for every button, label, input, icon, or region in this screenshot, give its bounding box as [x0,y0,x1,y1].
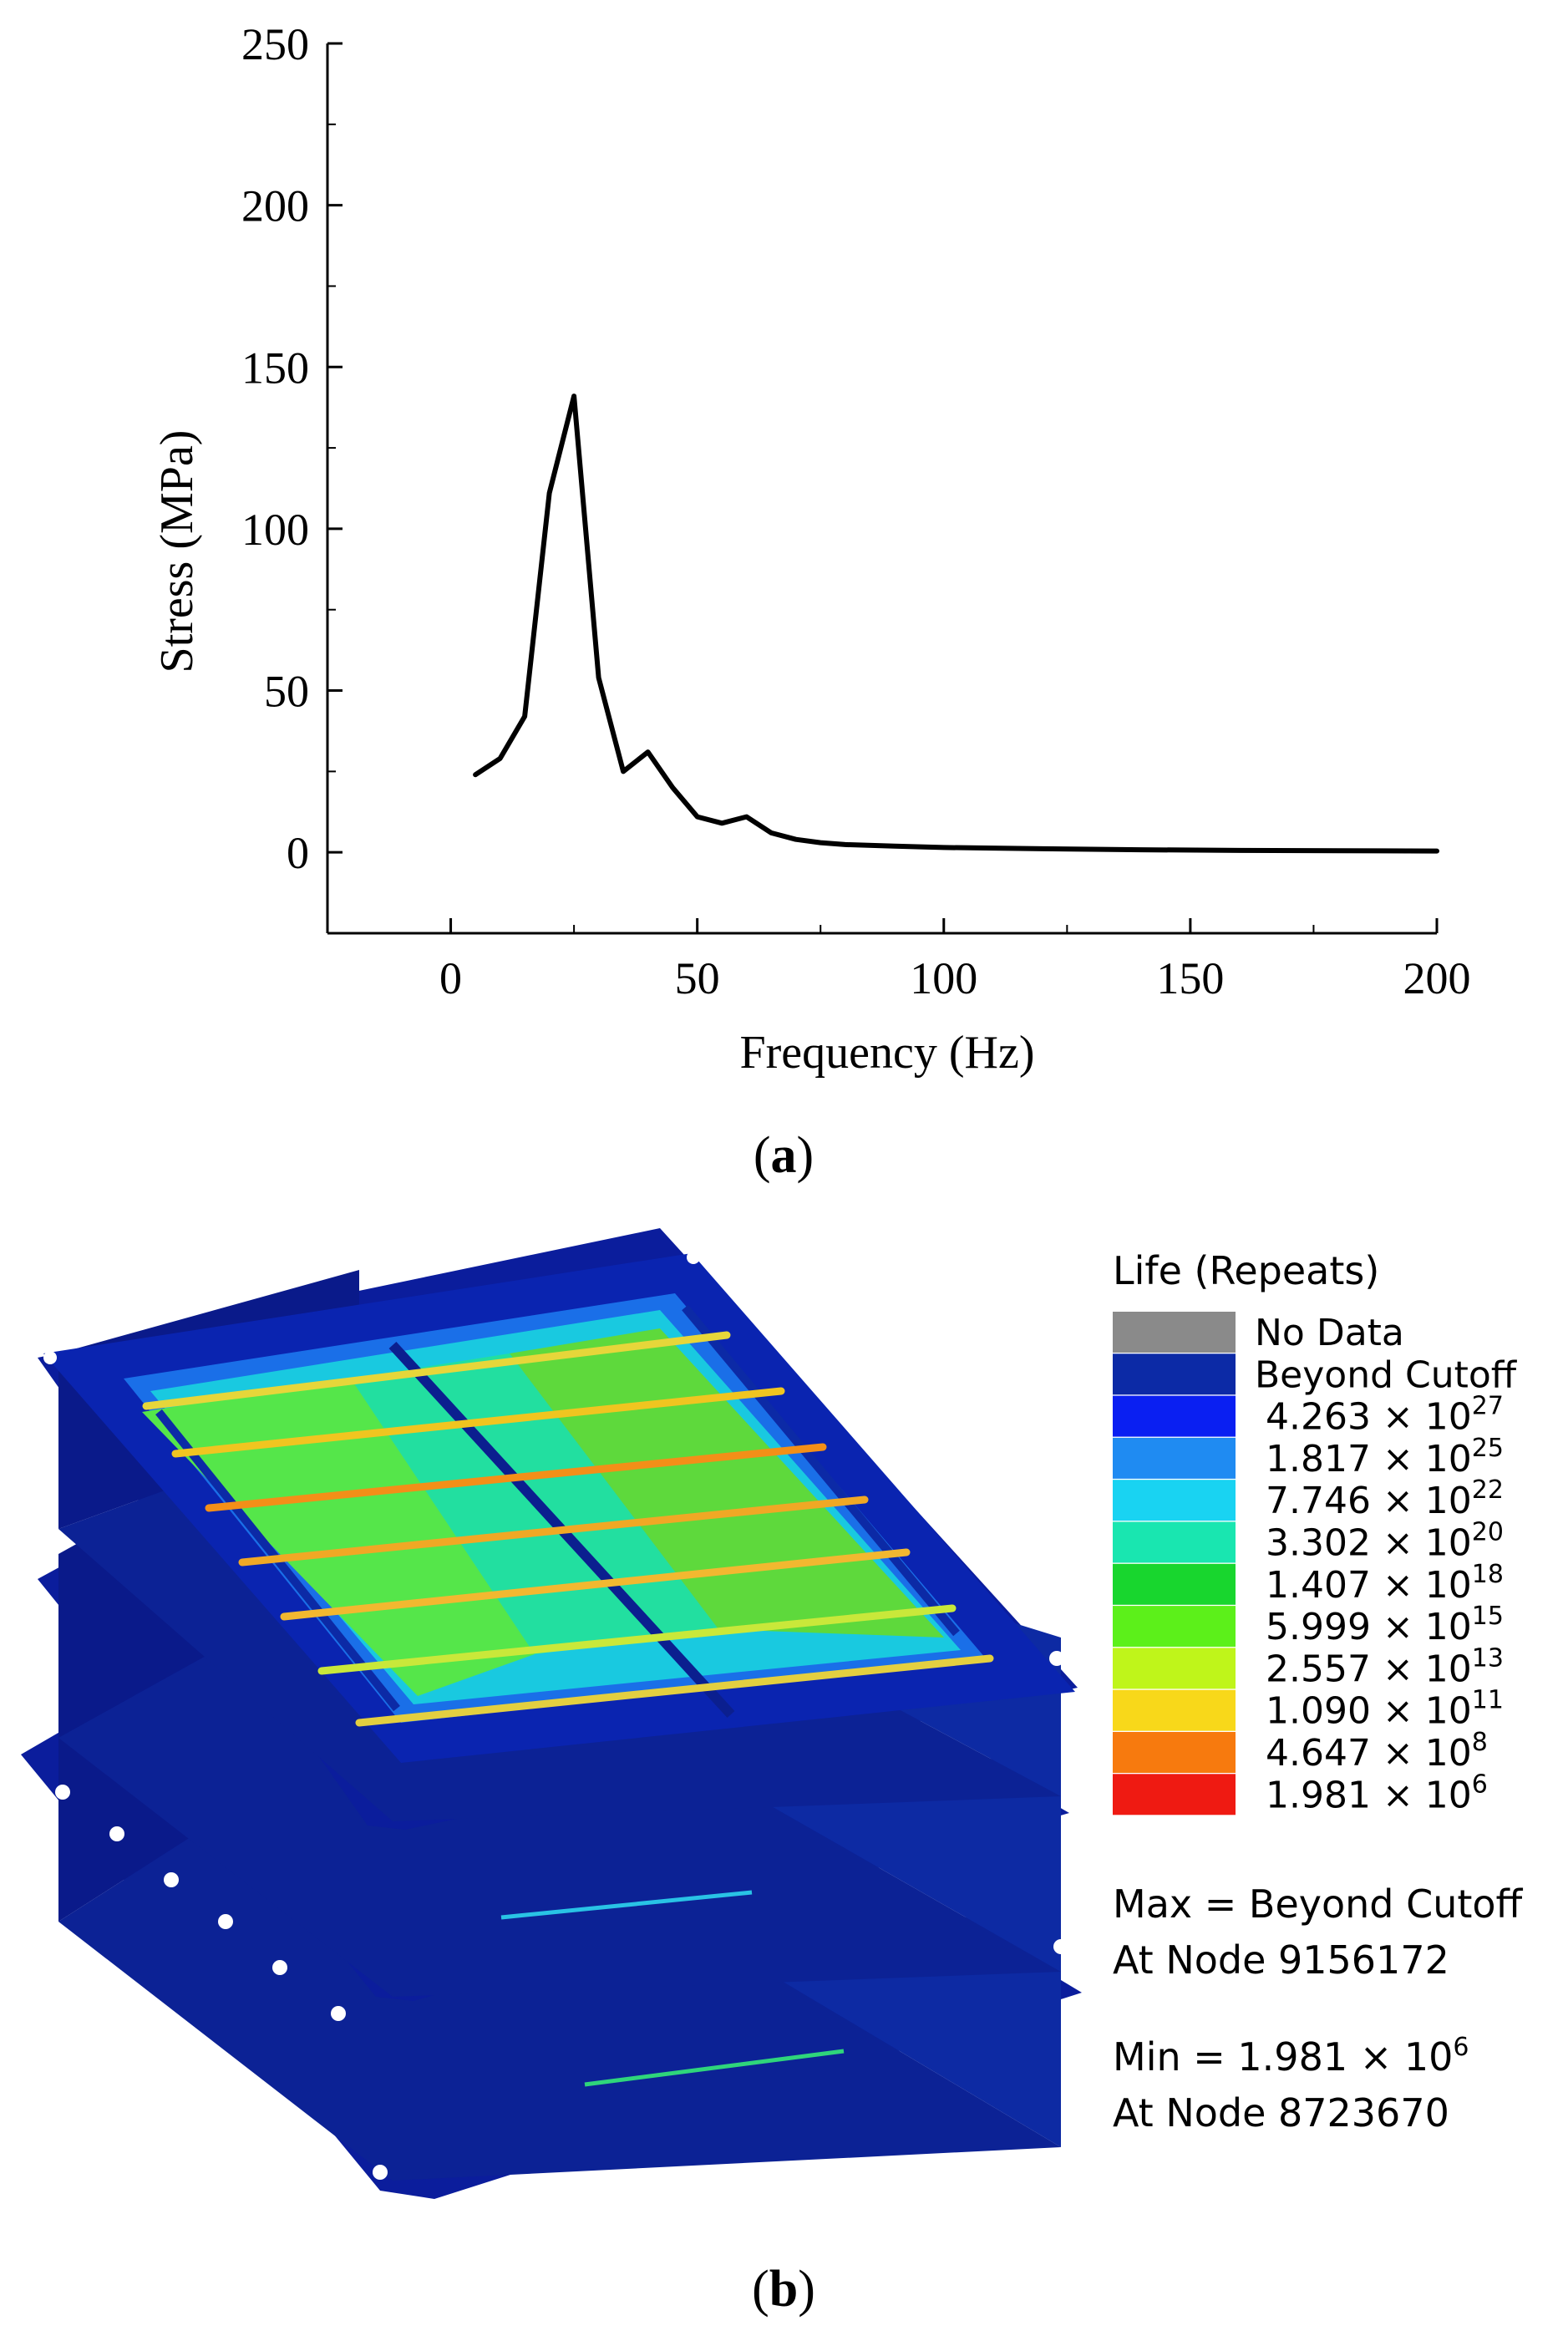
legend-swatch [1113,1606,1236,1648]
legend-swatch [1113,1437,1236,1479]
fatigue-life-contour-model [21,1228,1082,2199]
mounting-hole [164,1872,179,1887]
x-tick-label: 100 [910,953,977,1003]
legend-title: Life (Repeats) [1113,1248,1379,1293]
mounting-hole [687,1251,700,1264]
legend-label: Beyond Cutoff [1255,1353,1518,1396]
legend-label: 2.557 × 1013 [1266,1643,1504,1690]
mounting-hole [218,1914,233,1929]
y-tick-label: 100 [241,505,309,555]
max-label: Max = Beyond Cutoff [1113,1881,1524,1927]
legend-swatch [1113,1774,1236,1815]
y-tick-label: 150 [241,343,309,393]
panel-a-caption-letter: a [771,1127,797,1184]
x-tick-label: 50 [675,953,720,1003]
mounting-hole [109,1826,124,1841]
legend-swatch [1113,1312,1236,1353]
legend-label: 1.817 × 1025 [1266,1434,1504,1480]
legend-label: 5.999 × 1015 [1266,1602,1504,1648]
legend-swatch [1113,1521,1236,1563]
mounting-hole [373,2165,388,2180]
legend-label: 1.090 × 1011 [1266,1686,1504,1733]
legend-swatch [1113,1395,1236,1437]
mounting-hole [55,1785,70,1800]
max-node: At Node 9156172 [1113,1937,1449,1983]
legend-label: 4.263 × 1027 [1266,1392,1504,1439]
y-tick-label: 250 [241,19,309,69]
x-tick-label: 200 [1403,953,1471,1003]
rib-6 [317,1604,957,1675]
lid-contour-green-zone-left [142,1379,535,1696]
x-tick-label: 150 [1156,953,1224,1003]
mounting-hole [272,1960,287,1975]
min-label-exponent: 6 [1453,2033,1469,2062]
x-axis-title: Frequency (Hz) [740,1027,1035,1079]
legend-swatch [1113,1648,1236,1689]
series-layer [473,394,1439,854]
chart-axes [326,43,1437,935]
mounting-holes [43,1251,1068,2180]
y-tick-label: 0 [287,828,309,878]
y-axis-title: Stress (MPa) [151,430,203,673]
rib-5 [280,1548,911,1621]
min-label: Min = 1.981 × 106 [1113,2033,1469,2079]
y-tick-label: 50 [264,667,309,717]
legend-swatch [1113,1353,1236,1395]
lid-right-dark-band [682,1304,960,1637]
rib-3 [205,1443,827,1512]
min-node: At Node 8723670 [1113,2090,1449,2135]
bottom-tier-hotspot-stripe [584,2049,845,2087]
panel-a-line-chart: 0 50 100 150 200 250 0 50 100 150 200 Stress (MPa… [151,19,1471,1184]
mounting-hole [1049,1651,1064,1666]
legend-label: 1.407 × 1018 [1266,1560,1504,1607]
series-line-stress [473,394,1439,854]
rib-4 [238,1495,869,1567]
legend-label: 7.746 × 1022 [1266,1475,1504,1522]
lid-stiffener-ribs [142,1331,994,1727]
x-ticks: 0 50 100 150 200 [327,918,1471,1003]
panel-b-caption: (b) [752,2261,815,2318]
rib-7 [355,1654,994,1727]
legend-label: 3.302 × 1020 [1266,1518,1504,1565]
legend-swatch [1113,1563,1236,1605]
rib-1 [142,1331,731,1410]
min-label-mantissa: Min = 1.981 × 10 [1113,2034,1453,2079]
legend-swatch [1113,1689,1236,1731]
rib-2 [171,1387,785,1458]
y-ticks: 0 50 100 150 200 250 [241,19,343,934]
y-tick-label: 200 [241,181,309,231]
legend-label: No Data [1255,1312,1404,1354]
panel-a-caption: (a) [754,1127,814,1184]
mounting-hole [331,2006,346,2021]
legend-label: 4.647 × 108 [1266,1728,1488,1775]
x-tick-label: 0 [439,953,462,1003]
middle-tier-hotspot-stripe [500,1890,753,1920]
panel-b-caption-letter: b [769,2261,798,2318]
mounting-hole [43,1351,57,1364]
mounting-hole [1053,1939,1068,1954]
legend-swatch [1113,1732,1236,1773]
legend-swatch [1113,1480,1236,1521]
legend-label: 1.981 × 106 [1266,1770,1488,1816]
